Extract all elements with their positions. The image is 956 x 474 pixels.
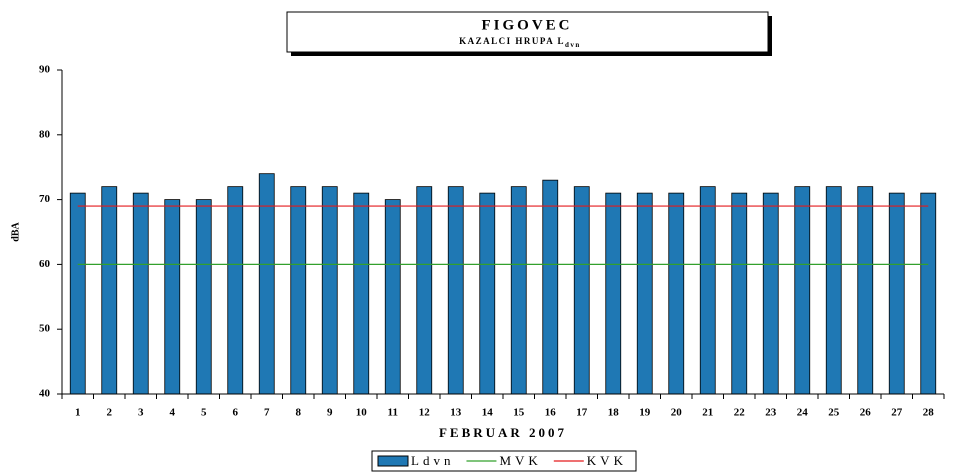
bar	[69, 192, 86, 395]
x-tick-label: 28	[923, 407, 935, 419]
y-tick-label: 60	[39, 258, 51, 270]
x-tick-label: 22	[734, 407, 746, 419]
bar	[510, 186, 527, 395]
legend-label: Ldvn	[411, 453, 454, 468]
bar	[636, 192, 653, 395]
x-axis-title: FEBRUAR 2007	[439, 425, 567, 440]
bar	[605, 192, 622, 395]
bar	[258, 173, 275, 395]
x-tick-label: 15	[513, 407, 525, 419]
legend-box	[371, 450, 637, 472]
x-tick-label: 9	[327, 407, 333, 419]
x-tick-label: 13	[450, 407, 462, 419]
x-tick-label: 25	[828, 407, 840, 419]
legend-label: MVK	[499, 453, 541, 468]
x-tick-label: 23	[765, 407, 777, 419]
bar	[290, 186, 307, 395]
x-tick-label: 19	[639, 407, 651, 419]
bar	[479, 192, 496, 395]
chart-title: FIGOVEC	[481, 17, 572, 33]
bar	[668, 192, 685, 395]
x-tick-label: 11	[388, 407, 398, 419]
y-axis-title: dBA	[10, 221, 21, 241]
x-tick-label: 8	[296, 407, 302, 419]
x-tick-label: 5	[201, 407, 207, 419]
x-tick-label: 21	[702, 407, 713, 419]
bar	[762, 192, 779, 395]
bar	[353, 192, 370, 395]
subtitle-subscript: dvn	[565, 41, 581, 49]
bar	[573, 186, 590, 395]
y-tick-label: 80	[39, 128, 51, 140]
x-tick-label: 18	[608, 407, 620, 419]
x-tick-label: 10	[356, 407, 368, 419]
y-tick-label: 90	[39, 64, 51, 76]
bar	[416, 186, 433, 395]
x-tick-label: 2	[107, 407, 113, 419]
y-tick-label: 40	[39, 388, 51, 400]
x-tick-label: 27	[891, 407, 903, 419]
x-tick-label: 3	[138, 407, 144, 419]
bar	[164, 199, 181, 395]
x-tick-label: 17	[576, 407, 588, 419]
chart-subtitle: KAZALCI HRUPA Ldvn	[459, 36, 581, 49]
x-tick-label: 14	[482, 407, 494, 419]
bar	[542, 179, 559, 395]
y-tick-label: 50	[39, 323, 51, 335]
x-tick-label: 20	[671, 407, 683, 419]
bar	[794, 186, 811, 395]
x-tick-label: 24	[797, 407, 809, 419]
bar	[447, 186, 464, 395]
x-tick-label: 6	[233, 407, 239, 419]
x-tick-label: 7	[264, 407, 270, 419]
bar	[195, 199, 212, 395]
bar	[101, 186, 118, 395]
bar	[825, 186, 842, 395]
bar	[227, 186, 244, 395]
bar	[920, 192, 937, 395]
x-tick-label: 4	[170, 407, 176, 419]
x-tick-label: 1	[75, 407, 81, 419]
subtitle-text: KAZALCI HRUPA L	[459, 36, 565, 46]
bar	[699, 186, 716, 395]
title-box	[286, 11, 769, 53]
bar	[132, 192, 149, 395]
bar	[384, 199, 401, 395]
bar	[888, 192, 905, 395]
x-tick-label: 12	[419, 407, 431, 419]
bar	[857, 186, 874, 395]
x-tick-label: 16	[545, 407, 557, 419]
x-tick-label: 26	[860, 407, 872, 419]
bar	[321, 186, 338, 395]
y-tick-label: 70	[39, 193, 51, 205]
legend-swatch	[377, 455, 409, 467]
legend-label: KVK	[587, 453, 627, 468]
bar	[731, 192, 748, 395]
